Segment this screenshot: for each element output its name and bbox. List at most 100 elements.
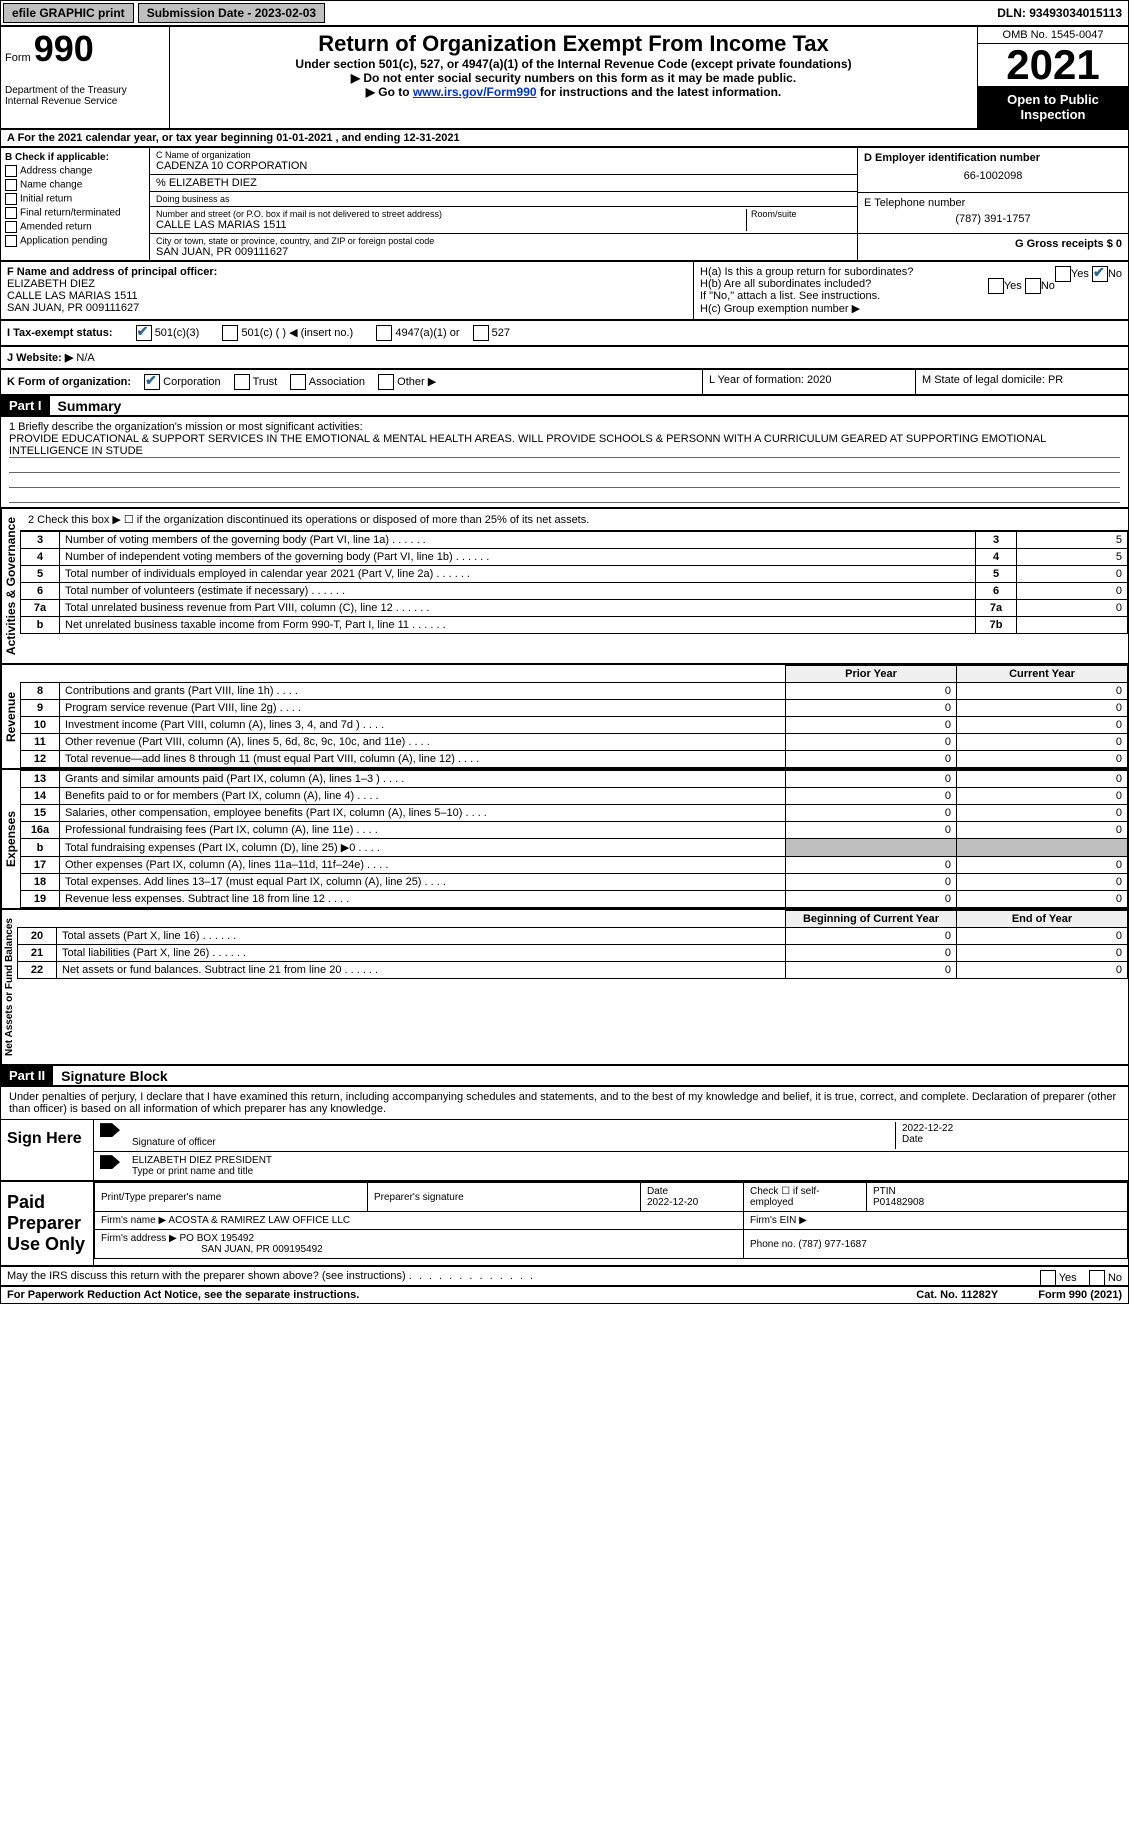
discuss-yes: Yes (1059, 1272, 1077, 1284)
check-option[interactable]: Final return/terminated (5, 207, 145, 219)
declaration: Under penalties of perjury, I declare th… (0, 1086, 1129, 1119)
table-row: 9Program service revenue (Part VIII, lin… (21, 700, 1128, 717)
form-subtitle: Under section 501(c), 527, or 4947(a)(1)… (178, 57, 969, 71)
check-option[interactable]: Address change (5, 165, 145, 177)
check-option[interactable]: Amended return (5, 221, 145, 233)
officer-name: ELIZABETH DIEZ PRESIDENT (132, 1155, 1122, 1166)
goto-prefix: ▶ Go to (366, 85, 413, 99)
527-checkbox[interactable] (473, 325, 489, 341)
form-header: Form 990 Department of the Treasury Inte… (0, 26, 1129, 129)
right-info-block: D Employer identification number 66-1002… (857, 148, 1128, 260)
vert-netassets: Net Assets or Fund Balances (1, 910, 17, 1064)
preparer-table: Print/Type preparer's name Preparer's si… (94, 1182, 1128, 1259)
ptin-label: PTIN (873, 1186, 896, 1197)
trust-checkbox[interactable] (234, 374, 250, 390)
firm-ein-label: Firm's EIN ▶ (744, 1212, 1128, 1230)
opt-trust: Trust (253, 376, 278, 388)
j-label: J Website: ▶ (7, 352, 73, 364)
sign-here-row: Sign Here Signature of officer 2022-12-2… (0, 1119, 1129, 1181)
ha-yes-checkbox[interactable] (1055, 266, 1071, 282)
mission-block: 1 Briefly describe the organization's mi… (0, 416, 1129, 508)
firm-name: ACOSTA & RAMIREZ LAW OFFICE LLC (168, 1215, 350, 1226)
hb-label: H(b) Are all subordinates included? (700, 278, 871, 290)
corp-checkbox[interactable] (144, 374, 160, 390)
discuss-no: No (1108, 1272, 1122, 1284)
revenue-table: Prior YearCurrent Year8Contributions and… (20, 665, 1128, 768)
table-row: 8Contributions and grants (Part VIII, li… (21, 683, 1128, 700)
pra-notice: For Paperwork Reduction Act Notice, see … (7, 1289, 359, 1301)
form-number: 990 (34, 28, 94, 69)
discuss-yes-checkbox[interactable] (1040, 1270, 1056, 1286)
l-year: L Year of formation: 2020 (703, 370, 916, 394)
hc-label: H(c) Group exemption number ▶ (700, 302, 1122, 315)
paid-preparer-row: Paid Preparer Use Only Print/Type prepar… (0, 1181, 1129, 1266)
assoc-checkbox[interactable] (290, 374, 306, 390)
dba-label: Doing business as (156, 194, 851, 204)
table-row: 16aProfessional fundraising fees (Part I… (21, 822, 1128, 839)
ha-row: H(a) Is this a group return for subordin… (700, 266, 1122, 278)
prep-check-label: Check ☐ if self-employed (744, 1183, 867, 1212)
hb-note: If "No," attach a list. See instructions… (700, 290, 1122, 302)
opt-other: Other ▶ (397, 376, 436, 388)
sig-date: 2022-12-22 (902, 1123, 1122, 1134)
vert-expenses: Expenses (1, 770, 20, 908)
4947-checkbox[interactable] (376, 325, 392, 341)
revenue-section: Revenue Prior YearCurrent Year8Contribut… (0, 664, 1129, 769)
line2: 2 Check this box ▶ ☐ if the organization… (20, 509, 1128, 531)
table-row: 4Number of independent voting members of… (21, 549, 1128, 566)
care-of-value: % ELIZABETH DIEZ (156, 177, 851, 189)
other-checkbox[interactable] (378, 374, 394, 390)
officer-name-label: Type or print name and title (132, 1166, 1122, 1177)
table-row: 12Total revenue—add lines 8 through 11 (… (21, 751, 1128, 768)
hb-yes-checkbox[interactable] (988, 278, 1004, 294)
room-label: Room/suite (751, 209, 851, 219)
netassets-table: Beginning of Current YearEnd of Year20To… (17, 910, 1128, 979)
f-name: ELIZABETH DIEZ (7, 278, 687, 290)
org-info-block: C Name of organization CADENZA 10 CORPOR… (150, 148, 857, 260)
expenses-table: 13Grants and similar amounts paid (Part … (20, 770, 1128, 908)
check-applicable: B Check if applicable: Address changeNam… (1, 148, 150, 260)
501c-checkbox[interactable] (222, 325, 238, 341)
row-j: J Website: ▶ N/A (0, 346, 1129, 369)
efile-print-button[interactable]: efile GRAPHIC print (3, 3, 134, 23)
check-option[interactable]: Name change (5, 179, 145, 191)
firm-name-label: Firm's name ▶ (101, 1215, 166, 1226)
table-row: 20Total assets (Part X, line 16) . . . .… (18, 928, 1128, 945)
yes-label-2: Yes (1004, 280, 1022, 292)
section-b: B Check if applicable: Address changeNam… (0, 147, 1129, 261)
form-title-block: Return of Organization Exempt From Incom… (170, 27, 977, 128)
blank-line-2 (9, 473, 1120, 488)
mission-text: PROVIDE EDUCATIONAL & SUPPORT SERVICES I… (9, 433, 1120, 458)
discuss-no-checkbox[interactable] (1089, 1270, 1105, 1286)
footer-row: For Paperwork Reduction Act Notice, see … (0, 1286, 1129, 1304)
form-footer: Form 990 (2021) (1038, 1289, 1122, 1301)
opt-527: 527 (492, 327, 510, 339)
table-row: bTotal fundraising expenses (Part IX, co… (21, 839, 1128, 857)
table-row: 21Total liabilities (Part X, line 26) . … (18, 945, 1128, 962)
irs-link[interactable]: www.irs.gov/Form990 (413, 85, 537, 99)
ha-no-checkbox[interactable] (1092, 266, 1108, 282)
street-label: Number and street (or P.O. box if mail i… (156, 209, 746, 219)
prep-body: Print/Type preparer's name Preparer's si… (94, 1182, 1128, 1265)
cat-no: Cat. No. 11282Y (916, 1289, 998, 1301)
501c3-checkbox[interactable] (136, 325, 152, 341)
section-f: F Name and address of principal officer:… (0, 261, 1129, 320)
expenses-section: Expenses 13Grants and similar amounts pa… (0, 769, 1129, 909)
check-option[interactable]: Application pending (5, 235, 145, 247)
ein-cell: D Employer identification number 66-1002… (858, 148, 1128, 193)
m-state: M State of legal domicile: PR (916, 370, 1128, 394)
street-cell: Number and street (or P.O. box if mail i… (150, 207, 857, 234)
dba-cell: Doing business as (150, 192, 857, 207)
opt-501c: 501(c) ( ) ◀ (insert no.) (241, 327, 353, 339)
table-row: 6Total number of volunteers (estimate if… (21, 583, 1128, 600)
prep-date-label: Date (647, 1186, 668, 1197)
sign-here-label: Sign Here (1, 1120, 94, 1180)
netassets-section: Net Assets or Fund Balances Beginning of… (0, 909, 1129, 1065)
row-k: K Form of organization: Corporation Trus… (0, 369, 1129, 395)
phone-label: Phone no. (787) 977-1687 (744, 1230, 1128, 1259)
check-option[interactable]: Initial return (5, 193, 145, 205)
dept-label: Department of the Treasury (5, 85, 165, 96)
hb-no-checkbox[interactable] (1025, 278, 1041, 294)
prep-sig-label: Preparer's signature (374, 1192, 634, 1203)
no-label: No (1108, 268, 1122, 280)
